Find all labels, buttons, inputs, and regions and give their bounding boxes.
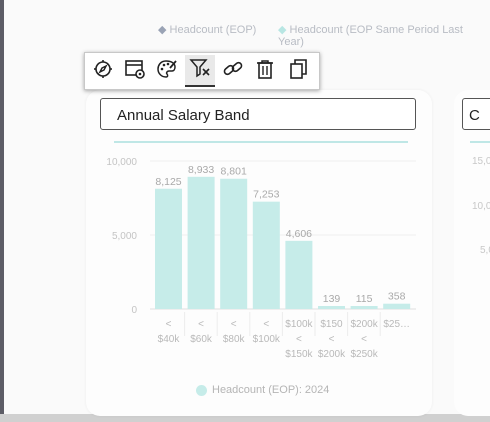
category-label: <	[296, 334, 302, 345]
y-tick-label: 10,000	[106, 157, 137, 168]
category-label: <	[198, 319, 204, 330]
legend-swatch	[196, 384, 207, 396]
title-underline	[114, 141, 408, 143]
data-label: 7,253	[253, 189, 279, 201]
bar	[318, 306, 345, 309]
explore-icon	[92, 58, 114, 85]
settings-icon	[124, 58, 146, 85]
category-label: $150k	[285, 349, 313, 360]
data-label: 4,606	[286, 228, 312, 240]
legend-item-headcount-eop-last-year: ◆ Headcount (EOP Same Period Last Year)	[278, 23, 490, 48]
link-button[interactable]	[218, 55, 248, 87]
window-bottom-edge	[0, 414, 490, 422]
delete-button[interactable]	[250, 55, 280, 87]
bar	[350, 306, 378, 309]
legend-label: Headcount (EOP Same Period Last Year)	[278, 24, 463, 48]
settings-button[interactable]	[120, 55, 150, 87]
category-label: <	[263, 319, 269, 330]
bar	[155, 188, 182, 309]
data-label: 139	[323, 293, 341, 305]
data-label: 8,125	[155, 176, 181, 188]
category-label: $80k	[223, 334, 246, 345]
chart-title-secondary: C	[469, 107, 480, 124]
legend-label: Headcount (EOP)	[169, 24, 257, 36]
chart-title-field[interactable]: Annual Salary Band	[100, 98, 416, 130]
data-label: 358	[388, 291, 406, 303]
chart-card-secondary[interactable]	[454, 90, 490, 416]
data-label: 8,933	[188, 164, 214, 176]
category-label: $100k	[285, 319, 313, 330]
category-label: $200k	[350, 319, 378, 330]
chart-legend[interactable]: Headcount (EOP): 2024	[196, 384, 329, 396]
y-tick-secondary: 10,0	[472, 201, 490, 212]
style-button[interactable]	[152, 55, 182, 87]
y-tick-secondary: 15,0	[472, 156, 490, 167]
clear-filter-button[interactable]	[185, 55, 215, 87]
title-underline-secondary	[470, 141, 490, 143]
category-label: <	[361, 334, 367, 345]
category-label: <	[329, 334, 335, 345]
link-icon	[222, 58, 244, 85]
y-tick-label: 0	[131, 305, 137, 316]
duplicate-button[interactable]	[283, 55, 313, 87]
bar	[383, 303, 411, 309]
bar	[220, 178, 248, 309]
duplicate-icon	[287, 58, 309, 85]
category-label: $150	[320, 319, 343, 330]
category-label: $200k	[318, 349, 346, 360]
window-edge	[0, 0, 4, 414]
bar	[285, 240, 313, 309]
category-label: $100k	[253, 334, 281, 345]
chart-title: Annual Salary Band	[117, 107, 250, 124]
bar	[187, 176, 215, 309]
y-tick-label: 5,000	[112, 231, 137, 242]
category-label: $40k	[158, 334, 181, 345]
clear-filter-icon	[189, 57, 211, 84]
bar	[252, 201, 280, 309]
diamond-icon: ◆	[158, 24, 167, 36]
category-label: $25…	[383, 319, 410, 330]
legend-item-headcount-eop: ◆ Headcount (EOP)	[158, 23, 256, 36]
chart-title-field-secondary[interactable]: C	[462, 98, 490, 130]
delete-icon	[254, 58, 276, 85]
data-label: 115	[356, 293, 373, 305]
y-tick-secondary: 5,0	[480, 245, 490, 256]
category-label: <	[231, 319, 237, 330]
explore-button[interactable]	[88, 55, 118, 87]
category-label: <	[166, 319, 172, 330]
category-label: $250k	[350, 349, 378, 360]
chart-toolbar	[84, 52, 320, 90]
diamond-icon: ◆	[278, 24, 287, 36]
data-label: 8,801	[221, 166, 247, 178]
category-label: $60k	[190, 334, 213, 345]
palette-icon	[156, 58, 178, 85]
legend-label: Headcount (EOP): 2024	[212, 384, 330, 396]
